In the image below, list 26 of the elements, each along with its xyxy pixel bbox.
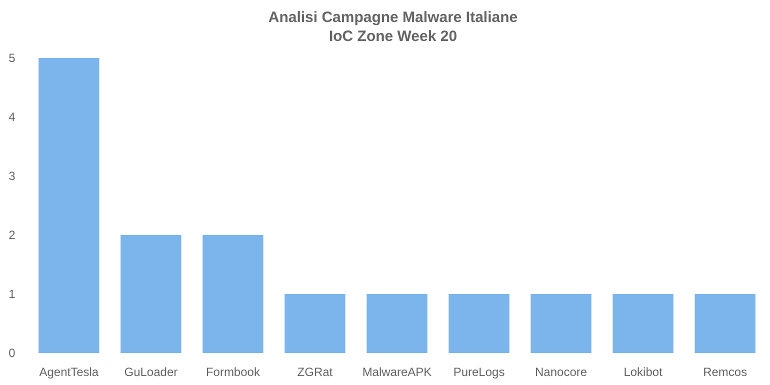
bar bbox=[612, 294, 674, 353]
x-tick-label: AgentTesla bbox=[39, 365, 99, 379]
bar bbox=[530, 294, 592, 353]
x-tick-label: Lokibot bbox=[624, 365, 664, 379]
chart-title: Analisi Campagne Malware Italiane bbox=[268, 9, 518, 26]
x-tick-label: GuLoader bbox=[124, 365, 178, 379]
bar bbox=[202, 235, 264, 353]
bar bbox=[366, 294, 428, 353]
y-tick-label: 5 bbox=[8, 51, 16, 66]
x-tick-label: Nanocore bbox=[535, 365, 588, 379]
chart-subtitle: IoC Zone Week 20 bbox=[328, 28, 458, 45]
y-tick-label: 1 bbox=[8, 287, 16, 302]
y-tick-label: 4 bbox=[8, 110, 16, 124]
x-tick-label: Formbook bbox=[206, 365, 261, 379]
y-tick-label: 2 bbox=[8, 228, 16, 242]
y-tick-label: 0 bbox=[8, 346, 16, 360]
y-tick-label: 3 bbox=[8, 169, 16, 184]
x-tick-label: Remcos bbox=[703, 365, 748, 379]
bar bbox=[284, 294, 346, 353]
x-tick-label: ZGRat bbox=[297, 365, 334, 379]
x-tick-label: MalwareAPK bbox=[362, 365, 432, 379]
bar bbox=[694, 294, 756, 353]
bar bbox=[120, 235, 182, 353]
bar bbox=[38, 58, 100, 353]
bar bbox=[448, 294, 510, 353]
x-tick-label: PureLogs bbox=[453, 365, 505, 379]
